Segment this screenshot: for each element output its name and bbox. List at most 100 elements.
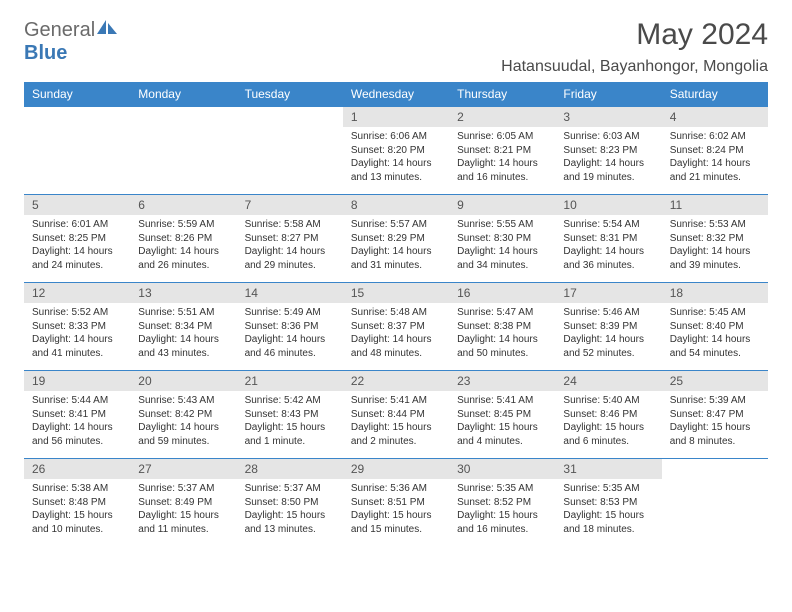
- day-number: 19: [24, 371, 130, 391]
- calendar-cell: [130, 107, 236, 195]
- calendar-cell: 12Sunrise: 5:52 AMSunset: 8:33 PMDayligh…: [24, 283, 130, 371]
- calendar-cell: 22Sunrise: 5:41 AMSunset: 8:44 PMDayligh…: [343, 371, 449, 459]
- day-info: Sunrise: 5:41 AMSunset: 8:44 PMDaylight:…: [343, 391, 449, 452]
- calendar-cell: [237, 107, 343, 195]
- calendar-week-row: 1Sunrise: 6:06 AMSunset: 8:20 PMDaylight…: [24, 107, 768, 195]
- day-header: Sunday: [24, 82, 130, 107]
- calendar-cell: 25Sunrise: 5:39 AMSunset: 8:47 PMDayligh…: [662, 371, 768, 459]
- day-number: 29: [343, 459, 449, 479]
- day-info: Sunrise: 5:39 AMSunset: 8:47 PMDaylight:…: [662, 391, 768, 452]
- day-info: Sunrise: 6:02 AMSunset: 8:24 PMDaylight:…: [662, 127, 768, 188]
- calendar-cell: 9Sunrise: 5:55 AMSunset: 8:30 PMDaylight…: [449, 195, 555, 283]
- calendar-cell: 11Sunrise: 5:53 AMSunset: 8:32 PMDayligh…: [662, 195, 768, 283]
- day-info: Sunrise: 5:38 AMSunset: 8:48 PMDaylight:…: [24, 479, 130, 540]
- calendar-week-row: 5Sunrise: 6:01 AMSunset: 8:25 PMDaylight…: [24, 195, 768, 283]
- logo-sail-icon: [95, 19, 119, 41]
- calendar-cell: 14Sunrise: 5:49 AMSunset: 8:36 PMDayligh…: [237, 283, 343, 371]
- calendar-page: GeneralBlue May 2024 Hatansuudal, Bayanh…: [0, 0, 792, 565]
- day-number: 21: [237, 371, 343, 391]
- day-info: Sunrise: 5:59 AMSunset: 8:26 PMDaylight:…: [130, 215, 236, 276]
- calendar-cell: 19Sunrise: 5:44 AMSunset: 8:41 PMDayligh…: [24, 371, 130, 459]
- location: Hatansuudal, Bayanhongor, Mongolia: [501, 58, 768, 76]
- day-number: 6: [130, 195, 236, 215]
- calendar-cell: 17Sunrise: 5:46 AMSunset: 8:39 PMDayligh…: [555, 283, 661, 371]
- day-number: 15: [343, 283, 449, 303]
- calendar-week-row: 26Sunrise: 5:38 AMSunset: 8:48 PMDayligh…: [24, 459, 768, 547]
- day-info: Sunrise: 5:47 AMSunset: 8:38 PMDaylight:…: [449, 303, 555, 364]
- calendar-cell: 10Sunrise: 5:54 AMSunset: 8:31 PMDayligh…: [555, 195, 661, 283]
- calendar-cell: [662, 459, 768, 547]
- calendar-cell: 31Sunrise: 5:35 AMSunset: 8:53 PMDayligh…: [555, 459, 661, 547]
- day-number: 28: [237, 459, 343, 479]
- calendar-cell: 29Sunrise: 5:36 AMSunset: 8:51 PMDayligh…: [343, 459, 449, 547]
- calendar-cell: 7Sunrise: 5:58 AMSunset: 8:27 PMDaylight…: [237, 195, 343, 283]
- day-number: 3: [555, 107, 661, 127]
- calendar-week-row: 19Sunrise: 5:44 AMSunset: 8:41 PMDayligh…: [24, 371, 768, 459]
- day-number: 11: [662, 195, 768, 215]
- day-info: Sunrise: 5:41 AMSunset: 8:45 PMDaylight:…: [449, 391, 555, 452]
- day-info: Sunrise: 5:52 AMSunset: 8:33 PMDaylight:…: [24, 303, 130, 364]
- day-info: Sunrise: 5:42 AMSunset: 8:43 PMDaylight:…: [237, 391, 343, 452]
- day-header-row: Sunday Monday Tuesday Wednesday Thursday…: [24, 82, 768, 107]
- day-number: 24: [555, 371, 661, 391]
- day-number: 17: [555, 283, 661, 303]
- day-number: 13: [130, 283, 236, 303]
- day-info: Sunrise: 6:05 AMSunset: 8:21 PMDaylight:…: [449, 127, 555, 188]
- day-number: 27: [130, 459, 236, 479]
- calendar-cell: 24Sunrise: 5:40 AMSunset: 8:46 PMDayligh…: [555, 371, 661, 459]
- day-number: 5: [24, 195, 130, 215]
- calendar-cell: 4Sunrise: 6:02 AMSunset: 8:24 PMDaylight…: [662, 107, 768, 195]
- calendar-cell: 21Sunrise: 5:42 AMSunset: 8:43 PMDayligh…: [237, 371, 343, 459]
- day-info: Sunrise: 5:54 AMSunset: 8:31 PMDaylight:…: [555, 215, 661, 276]
- day-info: Sunrise: 5:53 AMSunset: 8:32 PMDaylight:…: [662, 215, 768, 276]
- calendar-cell: 18Sunrise: 5:45 AMSunset: 8:40 PMDayligh…: [662, 283, 768, 371]
- day-info: Sunrise: 5:40 AMSunset: 8:46 PMDaylight:…: [555, 391, 661, 452]
- calendar-body: 1Sunrise: 6:06 AMSunset: 8:20 PMDaylight…: [24, 107, 768, 547]
- day-number: 16: [449, 283, 555, 303]
- day-number: 10: [555, 195, 661, 215]
- logo-text-1: General: [24, 19, 95, 41]
- calendar-cell: 28Sunrise: 5:37 AMSunset: 8:50 PMDayligh…: [237, 459, 343, 547]
- calendar-cell: 13Sunrise: 5:51 AMSunset: 8:34 PMDayligh…: [130, 283, 236, 371]
- calendar-cell: 27Sunrise: 5:37 AMSunset: 8:49 PMDayligh…: [130, 459, 236, 547]
- day-number: 30: [449, 459, 555, 479]
- day-info: Sunrise: 5:35 AMSunset: 8:53 PMDaylight:…: [555, 479, 661, 540]
- day-number: 31: [555, 459, 661, 479]
- day-info: Sunrise: 5:48 AMSunset: 8:37 PMDaylight:…: [343, 303, 449, 364]
- calendar-cell: 5Sunrise: 6:01 AMSunset: 8:25 PMDaylight…: [24, 195, 130, 283]
- day-info: Sunrise: 5:55 AMSunset: 8:30 PMDaylight:…: [449, 215, 555, 276]
- day-info: Sunrise: 5:43 AMSunset: 8:42 PMDaylight:…: [130, 391, 236, 452]
- day-number: 2: [449, 107, 555, 127]
- calendar-cell: 26Sunrise: 5:38 AMSunset: 8:48 PMDayligh…: [24, 459, 130, 547]
- header: GeneralBlue May 2024 Hatansuudal, Bayanh…: [24, 18, 768, 76]
- day-info: Sunrise: 5:51 AMSunset: 8:34 PMDaylight:…: [130, 303, 236, 364]
- month-title: May 2024: [501, 18, 768, 52]
- logo-text: GeneralBlue: [24, 18, 119, 65]
- day-number: 12: [24, 283, 130, 303]
- day-info: Sunrise: 5:46 AMSunset: 8:39 PMDaylight:…: [555, 303, 661, 364]
- day-info: Sunrise: 5:58 AMSunset: 8:27 PMDaylight:…: [237, 215, 343, 276]
- calendar-cell: 2Sunrise: 6:05 AMSunset: 8:21 PMDaylight…: [449, 107, 555, 195]
- day-number: 7: [237, 195, 343, 215]
- day-info: Sunrise: 5:49 AMSunset: 8:36 PMDaylight:…: [237, 303, 343, 364]
- day-header: Wednesday: [343, 82, 449, 107]
- day-header: Thursday: [449, 82, 555, 107]
- day-number: 26: [24, 459, 130, 479]
- day-number: 9: [449, 195, 555, 215]
- day-info: Sunrise: 6:06 AMSunset: 8:20 PMDaylight:…: [343, 127, 449, 188]
- day-info: Sunrise: 6:03 AMSunset: 8:23 PMDaylight:…: [555, 127, 661, 188]
- calendar-cell: 1Sunrise: 6:06 AMSunset: 8:20 PMDaylight…: [343, 107, 449, 195]
- day-info: Sunrise: 6:01 AMSunset: 8:25 PMDaylight:…: [24, 215, 130, 276]
- logo-text-2: Blue: [24, 42, 67, 64]
- day-number: 25: [662, 371, 768, 391]
- logo: GeneralBlue: [24, 18, 119, 65]
- day-number: 23: [449, 371, 555, 391]
- day-info: Sunrise: 5:37 AMSunset: 8:49 PMDaylight:…: [130, 479, 236, 540]
- calendar-week-row: 12Sunrise: 5:52 AMSunset: 8:33 PMDayligh…: [24, 283, 768, 371]
- calendar-cell: 30Sunrise: 5:35 AMSunset: 8:52 PMDayligh…: [449, 459, 555, 547]
- day-header: Tuesday: [237, 82, 343, 107]
- day-info: Sunrise: 5:57 AMSunset: 8:29 PMDaylight:…: [343, 215, 449, 276]
- day-info: Sunrise: 5:44 AMSunset: 8:41 PMDaylight:…: [24, 391, 130, 452]
- day-number: 20: [130, 371, 236, 391]
- day-header: Friday: [555, 82, 661, 107]
